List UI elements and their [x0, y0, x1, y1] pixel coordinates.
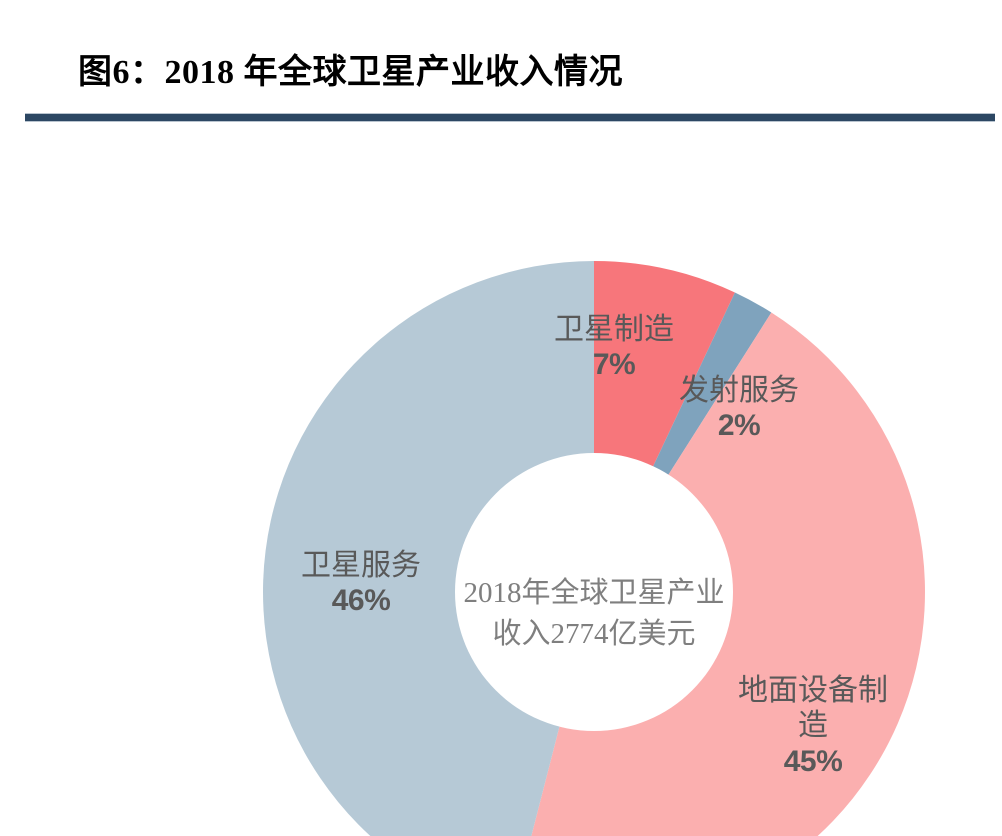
slice-label-name-line2: 造 — [798, 709, 828, 743]
donut-center-caption: 2018年全球卫星产业 收入2774亿美元 — [424, 573, 764, 655]
slice-label-percent: 7% — [592, 348, 636, 382]
slice-label-name: 卫星服务 — [301, 549, 421, 582]
slice-label-ground-equipment-manufacturing: 地面设备制 造 45% — [718, 673, 908, 779]
title-divider-rule — [25, 113, 995, 122]
center-caption-line-2: 收入2774亿美元 — [492, 618, 696, 651]
figure-header: 图6：2018 年全球卫星产业收入情况 — [0, 0, 1002, 130]
donut-center-hole — [455, 453, 733, 731]
slice-label-percent: 46% — [331, 584, 391, 618]
slice-label-name: 发射服务 — [679, 374, 799, 407]
page-title: 图6：2018 年全球卫星产业收入情况 — [78, 54, 623, 91]
donut-chart-svg — [263, 261, 925, 836]
slice-label-name: 地面设备制 — [738, 674, 888, 707]
slice-label-satellite-services: 卫星服务 46% — [266, 548, 456, 619]
center-caption-line-1: 2018年全球卫星产业 — [463, 577, 725, 609]
slice-label-percent: 2% — [717, 409, 761, 443]
donut-chart: 卫星制造 7% 发射服务 2% 地面设备制 造 45% 卫星服务 46% 201… — [0, 130, 1002, 836]
slice-label-percent: 45% — [783, 744, 843, 778]
slice-label-satellite-manufacturing: 卫星制造 7% — [519, 312, 709, 383]
slice-label-name: 卫星制造 — [554, 313, 674, 346]
slice-label-launch-services: 发射服务 2% — [644, 373, 834, 444]
